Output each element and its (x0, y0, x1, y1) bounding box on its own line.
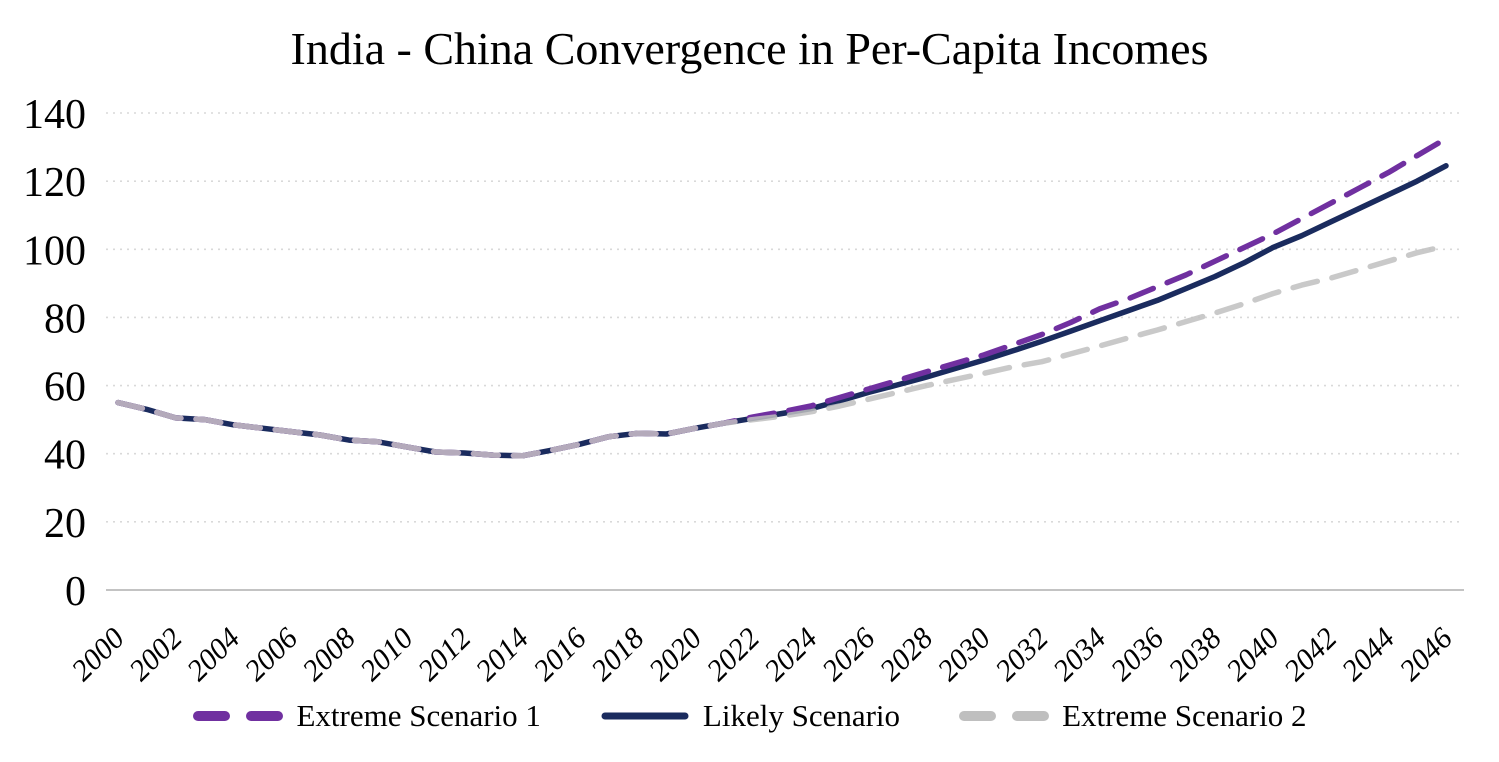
chart-title: India - China Convergence in Per-Capita … (290, 23, 1209, 74)
x-axis-tick-label: 2004 (181, 622, 247, 688)
x-axis-tick-label: 2042 (1278, 622, 1344, 688)
y-axis-tick-label: 80 (44, 296, 86, 342)
x-axis-tick-label: 2024 (758, 622, 824, 688)
x-axis-tick-label: 2038 (1162, 622, 1228, 688)
x-axis-tick-label: 2002 (123, 622, 189, 688)
solid-line-swatch (601, 712, 689, 720)
dashed-line-swatch (193, 711, 284, 721)
series-line-extreme-scenario-1 (115, 135, 1449, 459)
y-axis-tick-label: 100 (23, 228, 86, 274)
dashed-line-swatch (959, 711, 1050, 721)
x-axis-tick-label: 2000 (65, 622, 131, 688)
y-axis-tick-label: 40 (44, 433, 86, 479)
x-axis-tick-label: 2016 (527, 622, 593, 688)
y-axis-tick-label: 20 (44, 501, 86, 547)
x-axis-tick-label: 2028 (874, 622, 940, 688)
x-axis-tick-label: 2006 (238, 622, 304, 688)
x-axis-tick-label: 2018 (585, 622, 651, 688)
legend-item-likely-scenario: Likely Scenario (599, 698, 900, 734)
x-axis-tick-label: 2030 (931, 622, 997, 688)
legend-item-extreme-scenario-1: Extreme Scenario 1 (192, 698, 541, 734)
plot-area: 0204060801001201402000200220042006200820… (23, 92, 1464, 688)
x-axis-tick-label: 2010 (354, 622, 420, 688)
legend-label: Extreme Scenario 1 (296, 698, 541, 733)
x-axis-tick-label: 2014 (469, 622, 535, 688)
legend-item-extreme-scenario-2: Extreme Scenario 2 (958, 698, 1307, 734)
legend: Extreme Scenario 1 Likely Scenario Extreme… (0, 698, 1499, 734)
y-axis-tick-label: 140 (23, 92, 86, 138)
x-axis-tick-label: 2034 (1047, 622, 1113, 688)
y-axis-tick-label: 0 (65, 569, 86, 615)
x-axis-tick-label: 2020 (643, 622, 709, 688)
x-axis-tick-label: 2022 (700, 622, 766, 688)
x-axis-tick-label: 2036 (1104, 622, 1170, 688)
x-axis-tick-label: 2026 (816, 622, 882, 688)
x-axis-tick-label: 2046 (1393, 622, 1459, 688)
y-axis-tick-label: 120 (23, 160, 86, 206)
y-axis-tick-label: 60 (44, 365, 86, 411)
legend-label: Likely Scenario (702, 698, 901, 733)
x-axis-tick-label: 2008 (296, 622, 362, 688)
x-axis-tick-label: 2012 (412, 622, 478, 688)
x-axis-tick-label: 2040 (1220, 622, 1286, 688)
legend-label: Extreme Scenario 2 (1062, 698, 1307, 733)
x-axis-tick-label: 2044 (1335, 622, 1401, 688)
series-line-likely-scenario (115, 163, 1449, 459)
x-axis-tick-label: 2032 (989, 622, 1055, 688)
series-line-extreme-scenario-2 (115, 243, 1449, 459)
